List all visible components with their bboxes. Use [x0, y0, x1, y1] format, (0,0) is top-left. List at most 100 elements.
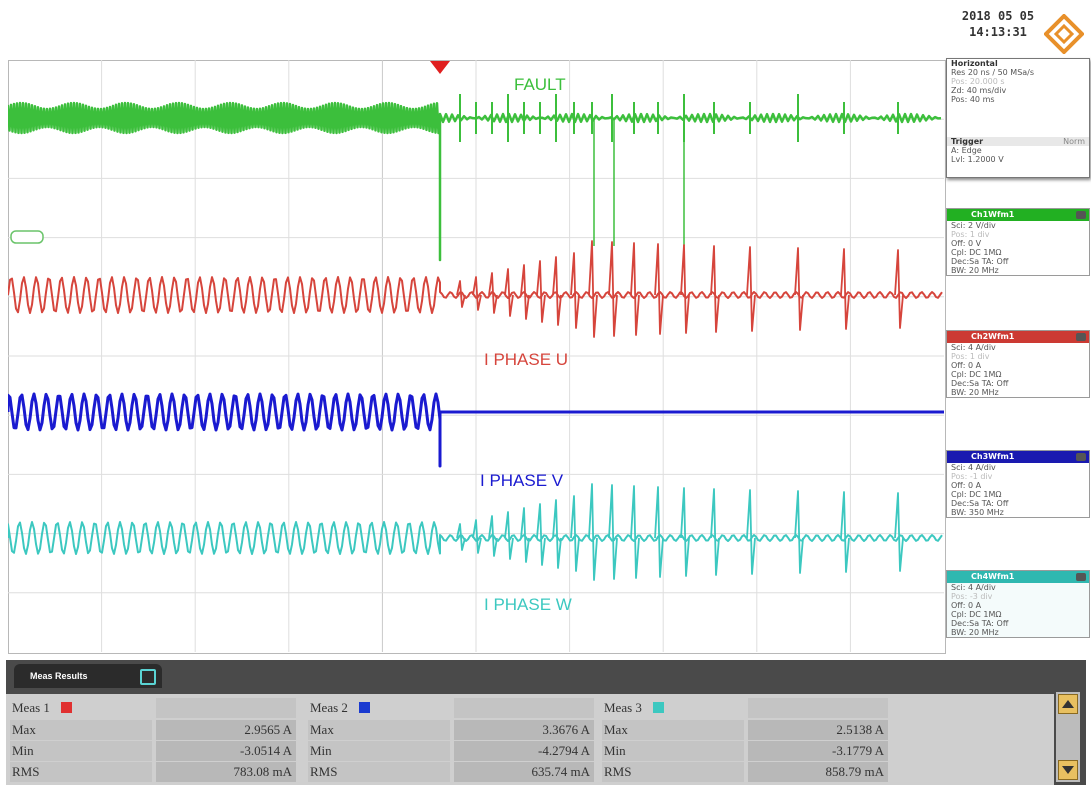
- scroll-down-button[interactable]: [1058, 760, 1078, 780]
- meas-group-2: Meas 2 Max 3.3676 A Min -4.2794 A RMS 63…: [304, 694, 596, 785]
- waveform-display[interactable]: [8, 60, 946, 654]
- trace-phase-w-spike: [504, 511, 514, 560]
- meas-row-min: Min -3.1779 A: [598, 741, 890, 761]
- trigger-title: Trigger Norm: [947, 137, 1089, 146]
- waveform-canvas[interactable]: FAULT I PHASE U I PHASE V I PHASE W: [8, 60, 946, 652]
- meas-value-max: 2.5138 A: [748, 720, 888, 740]
- arrow-down-icon: [1062, 766, 1074, 774]
- meas-group-header: Meas 1: [6, 698, 298, 718]
- trace-phase-u-spike: [710, 245, 720, 333]
- trace-phase-u-spike: [794, 247, 804, 331]
- ch4-box-title: Ch4Wfm1: [971, 572, 1015, 581]
- trace-phase-u-spike: [746, 246, 756, 332]
- ch3-settings-box[interactable]: Ch3Wfm1 Sci: 4 A/div Pos: -1 div Off: 0 …: [946, 450, 1090, 518]
- ch-setting-row: Dec:Sa TA: Off: [951, 379, 1009, 388]
- collapse-icon[interactable]: [1076, 453, 1086, 461]
- meas-group-title-wrap: Meas 1: [10, 698, 152, 718]
- ch2-settings-box[interactable]: Ch2Wfm1 Sci: 4 A/div Pos: 1 div Off: 0 A…: [946, 330, 1090, 398]
- meas-row-label: Max: [10, 720, 152, 740]
- trace-phase-w-spike: [472, 519, 482, 554]
- trace-phase-u-spike: [536, 260, 546, 323]
- color-chip-icon: [359, 702, 371, 713]
- ch-setting-row: Off: 0 A: [951, 361, 982, 370]
- ch-setting-row: BW: 20 MHz: [951, 266, 999, 275]
- trace-phase-w-spike: [630, 485, 640, 579]
- collapse-icon[interactable]: [1076, 333, 1086, 341]
- ch-setting-row: BW: 350 MHz: [951, 508, 1004, 517]
- meas-group-title: Meas 3: [604, 700, 642, 715]
- ch-setting-row: Off: 0 V: [951, 239, 982, 248]
- trace-phase-v: [8, 392, 944, 468]
- trace-phase-w-spike: [570, 495, 580, 572]
- meas-row-max: Max 2.9565 A: [6, 720, 298, 740]
- horizontal-line: Pos: 20.000 s: [951, 77, 1005, 86]
- ch-setting-row: BW: 20 MHz: [951, 628, 999, 637]
- trace-phase-u-spike: [472, 276, 482, 311]
- meas-value-rms: 783.08 mA: [156, 762, 296, 782]
- channel-label-fault: FAULT: [514, 75, 566, 94]
- meas-row-max: Max 2.5138 A: [598, 720, 890, 740]
- collapse-icon[interactable]: [1076, 211, 1086, 219]
- meas-row-max: Max 3.3676 A: [304, 720, 596, 740]
- trace-phase-w-spike: [894, 492, 904, 572]
- meas-value-rms: 635.74 mA: [454, 762, 594, 782]
- ch1-settings-box[interactable]: Ch1Wfm1 Sci: 2 V/div Pos: 1 div Off: 0 V…: [946, 208, 1090, 276]
- meas-value-max: 3.3676 A: [454, 720, 594, 740]
- horizontal-line: Pos: 40 ms: [951, 95, 995, 104]
- ch4-settings-box[interactable]: Ch4Wfm1 Sci: 4 A/div Pos: -3 div Off: 0 …: [946, 570, 1090, 638]
- trace-phase-w-spike: [794, 490, 804, 574]
- trace-phase-w-spike: [520, 507, 530, 563]
- meas-group-3: Meas 3 Max 2.5138 A Min -3.1779 A RMS 85…: [598, 694, 890, 785]
- meas-group-header: Meas 2: [304, 698, 596, 718]
- trigger-marker-icon[interactable]: [430, 61, 450, 74]
- meas-results-table: Meas 1 Max 2.9565 A Min -3.0514 A RMS 78…: [6, 694, 1054, 785]
- trace-phase-w-spike: [536, 503, 546, 566]
- trace-phase-u: [8, 276, 943, 314]
- horizontal-line: Zd: 40 ms/div: [951, 86, 1007, 95]
- ch-setting-row: Off: 0 A: [951, 601, 982, 610]
- trace-phase-w-spike: [588, 483, 598, 581]
- trace-phase-w-spike: [746, 489, 756, 575]
- side-panel: Horizontal Res 20 ns / 50 MSa/s Pos: 20.…: [946, 58, 1091, 658]
- ch-setting-row: Pos: 1 div: [951, 352, 990, 361]
- meas-value-min: -4.2794 A: [454, 741, 594, 761]
- collapse-icon[interactable]: [1076, 573, 1086, 581]
- channel-label-phase-u: I PHASE U: [484, 350, 568, 369]
- meas-header-fill: [748, 698, 888, 718]
- trace-phase-u-spike: [894, 249, 904, 329]
- timestamp-date: 2018 05 05: [961, 9, 1035, 23]
- ch-setting-row: Cpl: DC 1MΩ: [951, 370, 1002, 379]
- meas-group-title: Meas 2: [310, 700, 348, 715]
- horizontal-title: Horizontal: [951, 59, 998, 68]
- meas-results-tab[interactable]: Meas Results: [14, 664, 162, 688]
- meas-row-rms: RMS 635.74 mA: [304, 762, 596, 782]
- trigger-settings-box[interactable]: Trigger Norm A: Edge Lvl: 1.2000 V: [947, 137, 1089, 164]
- trigger-mode: Norm: [1063, 137, 1085, 146]
- trace-phase-w-spike: [488, 515, 498, 557]
- ch1-box-header: Ch1Wfm1: [947, 209, 1089, 221]
- timestamp: 2018 05 05 14:13:31: [952, 8, 1044, 40]
- ch3-box-title: Ch3Wfm1: [971, 452, 1015, 461]
- meas-results-tab-label: Meas Results: [30, 671, 88, 681]
- ch3-box-header: Ch3Wfm1: [947, 451, 1089, 463]
- meas-row-label: Max: [602, 720, 744, 740]
- meas-row-label: Min: [10, 741, 152, 761]
- brand-logo-icon: [1044, 14, 1084, 54]
- ch-setting-row: Cpl: DC 1MΩ: [951, 248, 1002, 257]
- ch1-offset-marker-icon[interactable]: [10, 230, 44, 244]
- timestamp-time: 14:13:31: [969, 25, 1027, 39]
- meas-group-1: Meas 1 Max 2.9565 A Min -3.0514 A RMS 78…: [6, 694, 298, 785]
- ch-setting-row: BW: 20 MHz: [951, 388, 999, 397]
- ch2-box-title: Ch2Wfm1: [971, 332, 1015, 341]
- scroll-up-button[interactable]: [1058, 694, 1078, 714]
- horizontal-settings-box[interactable]: Horizontal Res 20 ns / 50 MSa/s Pos: 20.…: [946, 58, 1090, 178]
- trace-phase-u-spike: [552, 256, 562, 326]
- trace-phase-w-spike: [608, 484, 618, 580]
- window-icon[interactable]: [140, 669, 156, 685]
- meas-row-label: Min: [308, 741, 450, 761]
- meas-group-title-wrap: Meas 3: [602, 698, 744, 718]
- meas-scrollbar[interactable]: [1056, 692, 1080, 782]
- channel-label-phase-w: I PHASE W: [484, 595, 572, 614]
- ch-setting-row: Pos: -3 div: [951, 592, 993, 601]
- meas-row-label: RMS: [308, 762, 450, 782]
